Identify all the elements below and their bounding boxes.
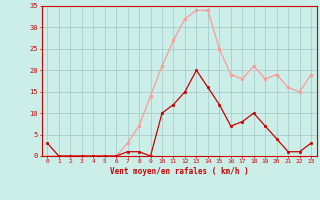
X-axis label: Vent moyen/en rafales ( km/h ): Vent moyen/en rafales ( km/h ) — [110, 167, 249, 176]
